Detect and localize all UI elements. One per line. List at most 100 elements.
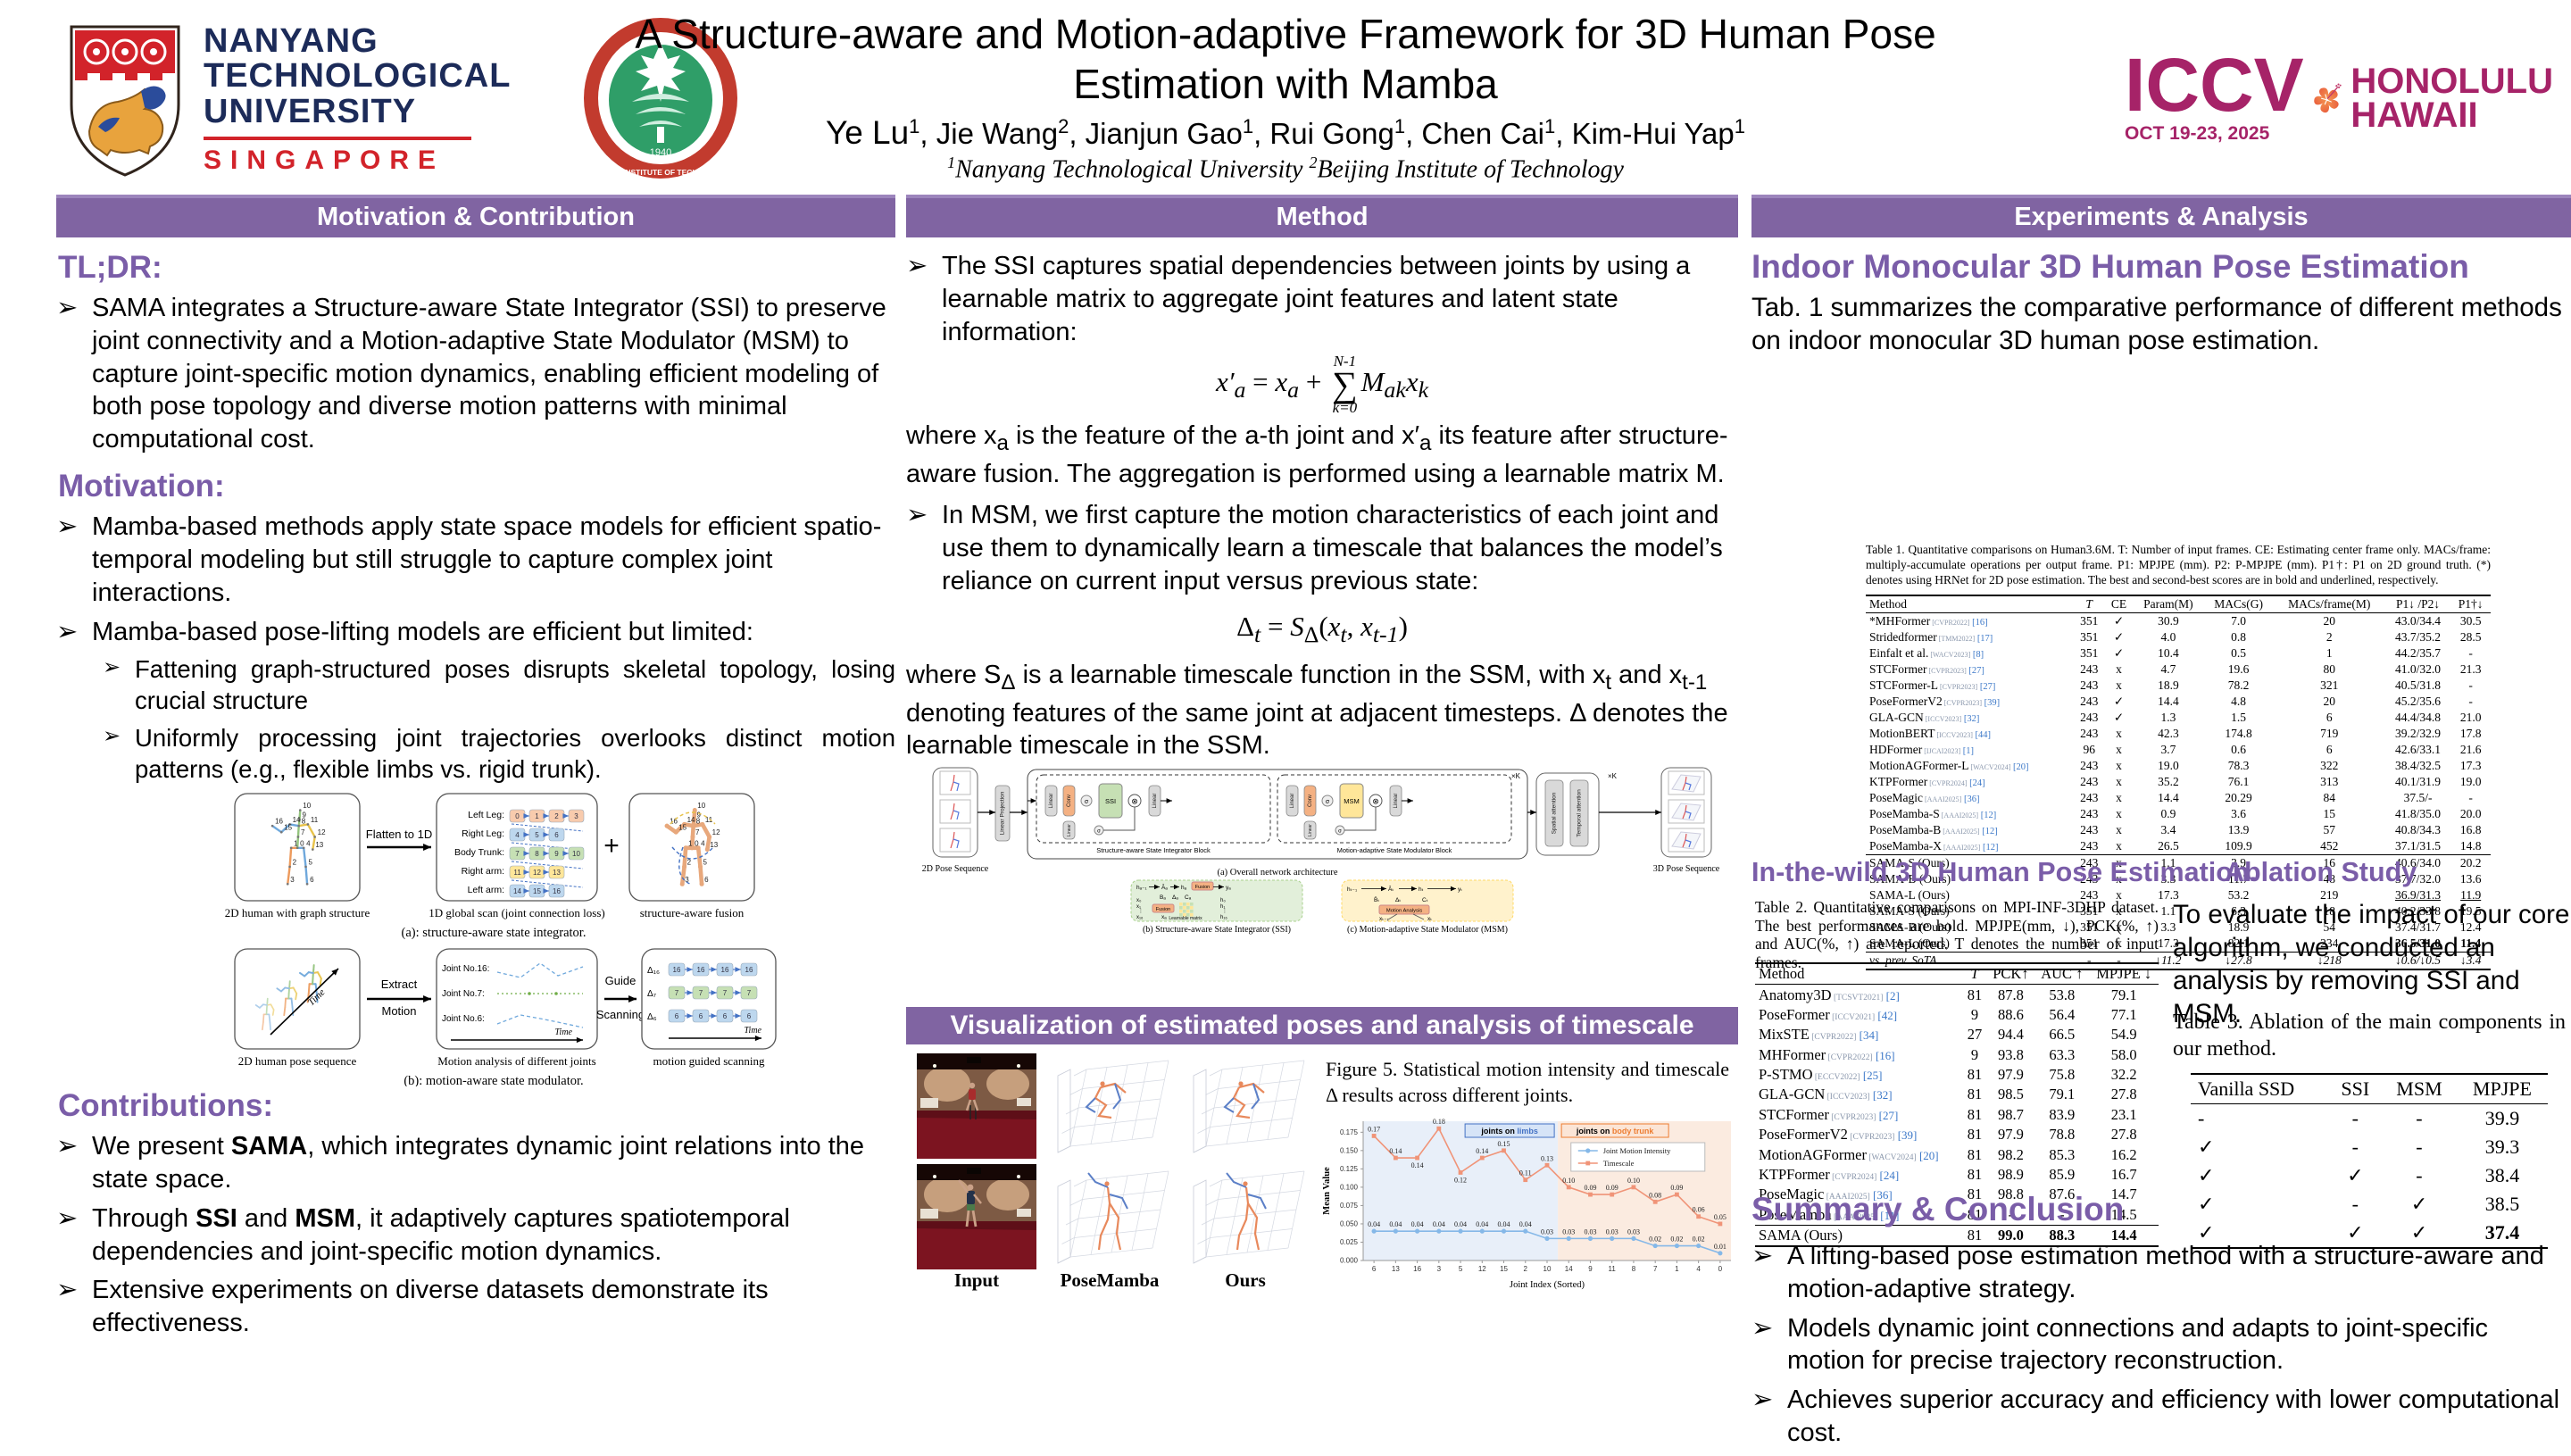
table-cell: 16.8 <box>2450 822 2491 838</box>
contributions-list: ➢We present SAMA, which integrates dynam… <box>56 1130 895 1340</box>
bullet-arrow-icon: ➢ <box>56 616 92 649</box>
svg-text:2: 2 <box>1524 1265 1528 1273</box>
table-cell: 81 <box>1962 1065 1986 1085</box>
table-cell: STCFormer [CVPR2023] [27] <box>1755 1105 1962 1125</box>
svg-text:12: 12 <box>533 869 541 877</box>
table-cell: 4.8 <box>2203 694 2273 710</box>
svg-text:0.175: 0.175 <box>1340 1128 1359 1136</box>
table-cell: 81 <box>1962 1144 1986 1164</box>
svg-text:7: 7 <box>747 989 752 997</box>
bullet-arrow-icon: ➢ <box>103 723 135 786</box>
svg-text:0.03: 0.03 <box>1627 1227 1640 1236</box>
table-cell: 81 <box>1962 985 1986 1005</box>
table-cell: 35.2 <box>2133 774 2203 790</box>
table-cell: - <box>2191 1104 2329 1134</box>
svg-text:9: 9 <box>697 811 702 820</box>
svg-text:15: 15 <box>1500 1265 1508 1273</box>
table-cell: 43.0/34.4 <box>2385 613 2451 630</box>
table-cell: x <box>2105 838 2134 855</box>
svg-text:14: 14 <box>1565 1265 1573 1273</box>
svg-text:Motion analysis of different j: Motion analysis of different joints <box>437 1054 595 1068</box>
summary-heading: Summary & Conclusion <box>1751 1191 2124 1228</box>
equation-msm: Δt = SΔ(xt, xt-1) <box>906 611 1738 648</box>
svg-text:Body Trunk:: Body Trunk: <box>454 847 504 858</box>
bullet-item: ➢Mamba-based methods apply state space m… <box>56 511 895 609</box>
table-cell: 21.6 <box>2450 742 2491 758</box>
svg-text:Timescale: Timescale <box>1603 1159 1635 1168</box>
svg-text:0.05: 0.05 <box>1714 1213 1726 1221</box>
table-cell: 19.0 <box>2450 774 2491 790</box>
table-cell: 81 <box>1962 1105 1986 1125</box>
svg-text:3D Pose Sequence: 3D Pose Sequence <box>1653 864 1720 874</box>
table-cell: 7.0 <box>2203 613 2273 630</box>
table-cell: 77.1 <box>2089 1005 2159 1025</box>
table-cell: 719 <box>2274 726 2385 742</box>
svg-text:Linear: Linear <box>1049 794 1054 809</box>
table-cell: 20.0 <box>2450 806 2491 822</box>
table-cell: 40.8/34.3 <box>2385 822 2451 838</box>
table-cell: 44.4/34.8 <box>2385 710 2451 726</box>
table-cell: 43.7/35.2 <box>2385 629 2451 645</box>
svg-text:5: 5 <box>535 831 539 839</box>
table-cell: 14.4 <box>2133 790 2203 806</box>
table-cell: HDFormer [IJCAI2023] [1] <box>1866 742 2074 758</box>
svg-text:x₀: x₀ <box>1136 898 1142 903</box>
svg-text:0.14: 0.14 <box>1389 1147 1402 1155</box>
table-cell: 37.1/31.5 <box>2385 838 2451 855</box>
ntu-name-line3: UNIVERSITY <box>204 95 511 130</box>
column-header: PCK↑ <box>1987 963 2035 985</box>
table-cell: 19.0 <box>2133 758 2203 774</box>
column-header: MACs/frame(M) <box>2274 595 2385 613</box>
sub-bullet-item: ➢Uniformly processing joint trajectories… <box>103 723 895 786</box>
svg-text:Linear: Linear <box>1394 794 1399 809</box>
ntu-name-line1: NANYANG <box>204 24 511 60</box>
svg-text:Guide: Guide <box>605 974 637 987</box>
svg-text:10: 10 <box>572 850 580 858</box>
svg-text:0.04: 0.04 <box>1411 1220 1424 1228</box>
table-row: ✓--39.3 <box>2191 1133 2548 1161</box>
table-cell: 351 <box>2074 613 2105 630</box>
svg-text:16: 16 <box>745 966 753 974</box>
svg-text:14: 14 <box>687 816 695 824</box>
table-cell: 15 <box>2274 806 2385 822</box>
table-cell: x <box>2105 661 2134 678</box>
svg-text:Right arm:: Right arm: <box>462 866 504 877</box>
table-cell: 1.3 <box>2133 710 2203 726</box>
table-cell: MixSTE [CVPR2022] [34] <box>1755 1025 1962 1044</box>
svg-text:2: 2 <box>293 859 297 867</box>
table-cell: Stridedformer [TMM2022] [17] <box>1866 629 2074 645</box>
svg-text:15: 15 <box>284 824 292 832</box>
table-cell: - <box>2450 645 2491 661</box>
table-cell: 97.9 <box>1987 1125 2035 1144</box>
table-cell: 4.7 <box>2133 661 2203 678</box>
viz-label-input: Input <box>917 1269 1036 1292</box>
where2-text: where SΔ is a learnable timescale functi… <box>906 659 1738 762</box>
column-header: T <box>2074 595 2105 613</box>
table-cell: 109.9 <box>2203 838 2273 855</box>
svg-text:Joint Motion Intensity: Joint Motion Intensity <box>1603 1146 1671 1155</box>
bullet-text: Extensive experiments on diverse dataset… <box>92 1274 895 1340</box>
svg-text:⋮: ⋮ <box>1222 908 1227 914</box>
column-header: Method <box>1755 963 1962 985</box>
svg-text:Scanning: Scanning <box>596 1008 645 1021</box>
sum-operator: N-1∑k=0 <box>1332 354 1358 414</box>
table-cell: MotionBERT [ICCV2023] [44] <box>1866 726 2074 742</box>
svg-text:×K: ×K <box>1608 772 1618 780</box>
table-cell: 38.5 <box>2457 1190 2548 1219</box>
equation-ssi-rhs: Makxk <box>1361 366 1428 397</box>
viz-posemamba-plot-1 <box>1044 1053 1176 1163</box>
bullet-text: Mamba-based methods apply state space mo… <box>92 511 895 609</box>
table-cell: ✓ <box>2105 694 2134 710</box>
title-line1: A Structure-aware and Motion-adaptive Fr… <box>571 9 2000 59</box>
svg-text:16: 16 <box>697 966 705 974</box>
table-cell: 313 <box>2274 774 2385 790</box>
svg-text:4: 4 <box>701 839 705 847</box>
table-cell: P-STMO [ECCV2022] [25] <box>1755 1065 1962 1085</box>
svg-text:Left arm:: Left arm: <box>468 885 504 895</box>
